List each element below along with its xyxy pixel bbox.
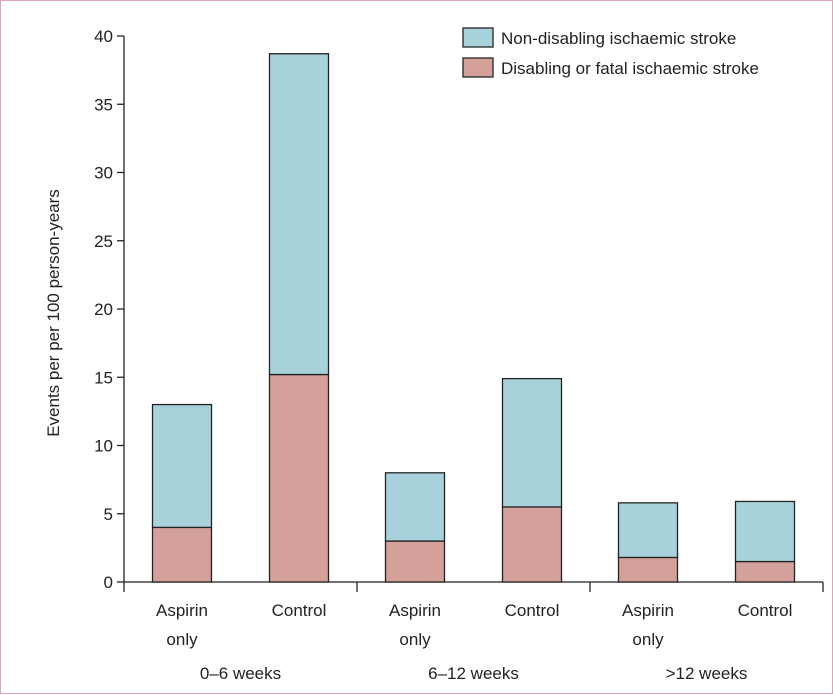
legend: Non-disabling ischaemic stroke Disabling … — [462, 27, 759, 78]
legend-label: Non-disabling ischaemic stroke — [501, 29, 736, 48]
category-label: Aspirin — [389, 601, 441, 620]
y-tick-label: 30 — [94, 164, 113, 183]
group-label: 0–6 weeks — [200, 664, 281, 683]
group-label: >12 weeks — [666, 664, 748, 683]
bar-segment — [151, 526, 213, 583]
legend-label: Disabling or fatal ischaemic stroke — [501, 59, 759, 78]
bar-segment — [734, 500, 796, 563]
legend-swatch — [462, 57, 494, 78]
bar-segment — [617, 502, 679, 559]
y-tick-label: 0 — [104, 573, 113, 592]
y-tick-label: 20 — [94, 300, 113, 319]
y-tick-label: 25 — [94, 232, 113, 251]
category-label: Control — [272, 601, 327, 620]
bar-segment — [384, 540, 446, 583]
bar-segment — [268, 373, 330, 583]
bar-segment — [151, 403, 213, 529]
category-label: Control — [738, 601, 793, 620]
bar-segment — [734, 560, 796, 583]
category-label: only — [399, 630, 431, 649]
category-label: Aspirin — [622, 601, 674, 620]
bar-segment — [501, 506, 563, 583]
group-label: 6–12 weeks — [428, 664, 519, 683]
legend-swatch — [462, 27, 494, 48]
y-axis-title: Events per per 100 person-years — [44, 189, 63, 437]
bar-segment — [501, 377, 563, 508]
category-label: Aspirin — [156, 601, 208, 620]
bar-segment — [384, 472, 446, 542]
bars — [151, 53, 796, 583]
category-label: only — [632, 630, 664, 649]
bar-segment — [268, 53, 330, 376]
category-label: only — [166, 630, 198, 649]
y-tick-label: 5 — [104, 505, 113, 524]
category-label: Control — [505, 601, 560, 620]
y-tick-label: 15 — [94, 368, 113, 387]
y-tick-label: 40 — [94, 27, 113, 46]
y-tick-label: 35 — [94, 95, 113, 114]
axes: 0 5 10 15 20 25 30 35 40 — [94, 27, 824, 592]
bar-segment — [617, 556, 679, 583]
category-labels: Aspirin only Control 0–6 weeks Aspirin only Co… — [156, 601, 792, 683]
y-tick-label: 10 — [94, 437, 113, 456]
